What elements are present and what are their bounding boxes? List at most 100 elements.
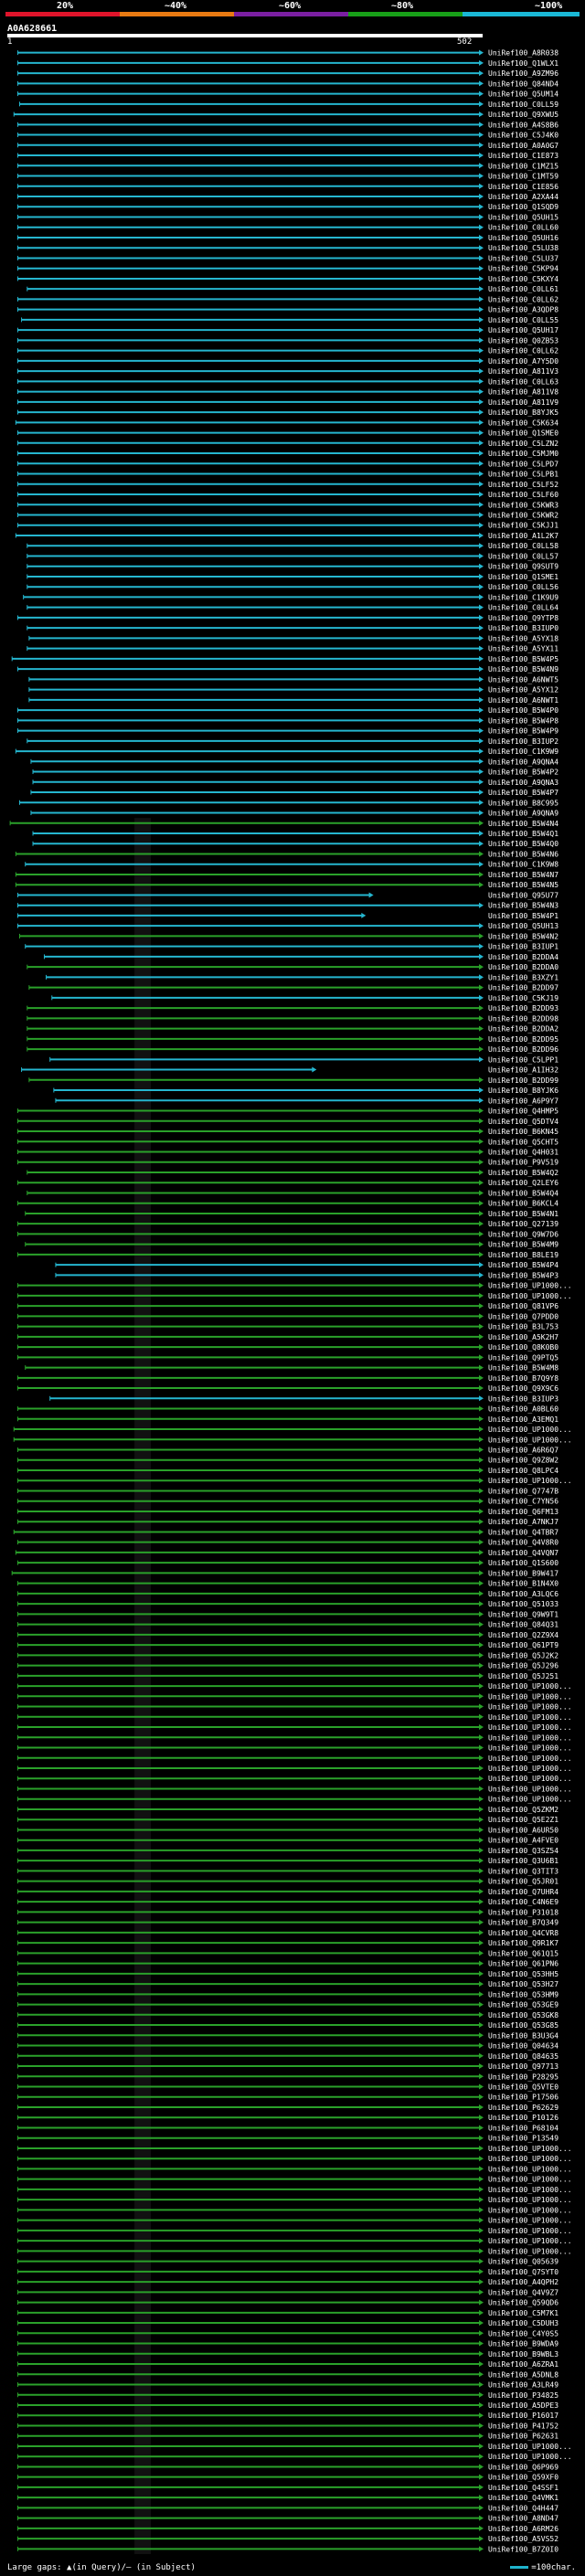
hit-label[interactable]: UniRef100_P62631 (488, 2433, 558, 2441)
hit-label[interactable]: UniRef100_C0LL59 (488, 101, 558, 109)
hit-label[interactable]: UniRef100_P31018 (488, 1908, 558, 1916)
hit-label[interactable]: UniRef100_B5W4N4 (488, 820, 558, 828)
hit-label[interactable]: UniRef100_C0LL57 (488, 552, 558, 560)
hit-label[interactable]: UniRef100_B5W4P9 (488, 727, 558, 736)
hit-label[interactable]: UniRef100_C1K9W8 (488, 861, 558, 869)
hit-label[interactable]: UniRef100_A4FVE0 (488, 1837, 558, 1845)
hit-label[interactable]: UniRef100_B3IUP1 (488, 943, 558, 951)
hit-label[interactable]: UniRef100_UP1000... (488, 2196, 572, 2204)
hit-label[interactable]: UniRef100_UP1000... (488, 2206, 572, 2214)
hit-label[interactable]: UniRef100_Q4H447 (488, 2504, 558, 2512)
hit-label[interactable]: UniRef100_A8ND47 (488, 2515, 558, 2523)
hit-label[interactable]: UniRef100_Q4V9Z7 (488, 2288, 558, 2296)
hit-label[interactable]: UniRef100_B5W4N2 (488, 932, 558, 940)
hit-label[interactable]: UniRef100_B7Q9Y8 (488, 1374, 558, 1383)
hit-label[interactable]: UniRef100_UP1000... (488, 1426, 572, 1434)
hit-label[interactable]: UniRef100_Q1SME0 (488, 429, 558, 438)
hit-label[interactable]: UniRef100_A8R038 (488, 49, 558, 58)
hit-label[interactable]: UniRef100_B1N4X0 (488, 1580, 558, 1588)
hit-label[interactable]: UniRef100_P68104 (488, 2124, 558, 2132)
hit-label[interactable]: UniRef100_C5K634 (488, 419, 558, 427)
hit-label[interactable]: UniRef100_B3IUP2 (488, 737, 558, 746)
hit-label[interactable]: UniRef100_Q5ZKM2 (488, 1806, 558, 1814)
hit-label[interactable]: UniRef100_B3XZY1 (488, 973, 558, 981)
hit-label[interactable]: UniRef100_A5DPE3 (488, 2401, 558, 2410)
hit-label[interactable]: UniRef100_C0LL62 (488, 295, 558, 303)
hit-label[interactable]: UniRef100_UP1000... (488, 1785, 572, 1793)
hit-label[interactable]: UniRef100_A6UR50 (488, 1826, 558, 1834)
hit-label[interactable]: UniRef100_C5DUH3 (488, 2319, 558, 2327)
hit-label[interactable]: UniRef100_C5LPP1 (488, 1055, 558, 1064)
hit-label[interactable]: UniRef100_UP1000... (488, 2176, 572, 2184)
hit-label[interactable]: UniRef100_B3L753 (488, 1323, 558, 1331)
hit-label[interactable]: UniRef100_Q9YTP8 (488, 614, 558, 622)
hit-label[interactable]: UniRef100_B5W4P8 (488, 716, 558, 725)
hit-label[interactable]: UniRef100_C1E873 (488, 152, 558, 160)
hit-label[interactable]: UniRef100_Q7SYT0 (488, 2268, 558, 2276)
hit-label[interactable]: UniRef100_Q5VTE0 (488, 2083, 558, 2091)
hit-label[interactable]: UniRef100_C5LPB1 (488, 471, 558, 479)
hit-label[interactable]: UniRef100_A9ZM96 (488, 69, 558, 78)
hit-label[interactable]: UniRef100_Q1S600 (488, 1559, 558, 1567)
hit-label[interactable]: UniRef100_C0LL64 (488, 604, 558, 612)
hit-label[interactable]: UniRef100_Q9SUT9 (488, 563, 558, 571)
hit-label[interactable]: UniRef100_Q84ND4 (488, 80, 558, 88)
hit-label[interactable]: UniRef100_C1K9W9 (488, 747, 558, 756)
hit-label[interactable]: UniRef100_A7NKJ7 (488, 1518, 558, 1526)
hit-label[interactable]: UniRef100_B5W4N1 (488, 1210, 558, 1218)
hit-label[interactable]: UniRef100_Q8LPC4 (488, 1467, 558, 1475)
hit-label[interactable]: UniRef100_C0LL62 (488, 347, 558, 355)
hit-label[interactable]: UniRef100_UP1000... (488, 2145, 572, 2153)
hit-label[interactable]: UniRef100_A811V9 (488, 398, 558, 407)
hit-label[interactable]: UniRef100_Q9W9T1 (488, 1610, 558, 1618)
hit-label[interactable]: UniRef100_A6P9Y7 (488, 1097, 558, 1105)
hit-label[interactable]: UniRef100_Q6FM13 (488, 1508, 558, 1516)
hit-label[interactable]: UniRef100_P9V519 (488, 1159, 558, 1167)
hit-label[interactable]: UniRef100_A9QNA3 (488, 779, 558, 787)
hit-label[interactable]: UniRef100_C1K9U9 (488, 593, 558, 601)
hit-label[interactable]: UniRef100_B5W4P5 (488, 655, 558, 663)
hit-label[interactable]: UniRef100_Q5DTV4 (488, 1118, 558, 1126)
hit-label[interactable]: UniRef100_Q53HH5 (488, 1970, 558, 1978)
hit-label[interactable]: UniRef100_P17506 (488, 2094, 558, 2102)
hit-label[interactable]: UniRef100_Q5CHT5 (488, 1138, 558, 1146)
hit-label[interactable]: UniRef100_A5DNL8 (488, 2370, 558, 2379)
hit-label[interactable]: UniRef100_B9W417 (488, 1569, 558, 1577)
hit-label[interactable]: UniRef100_B5W4P1 (488, 912, 558, 920)
hit-label[interactable]: UniRef100_C5LU38 (488, 244, 558, 252)
hit-label[interactable]: UniRef100_C5M7K1 (488, 2309, 558, 2317)
hit-label[interactable]: UniRef100_UP1000... (488, 1436, 572, 1444)
hit-label[interactable]: UniRef100_C5J4K0 (488, 132, 558, 140)
hit-label[interactable]: UniRef100_C7YN56 (488, 1498, 558, 1506)
hit-label[interactable]: UniRef100_Q4TBR7 (488, 1528, 558, 1536)
hit-label[interactable]: UniRef100_B3U3G4 (488, 2031, 558, 2040)
hit-label[interactable]: UniRef100_Q9X9C6 (488, 1384, 558, 1393)
hit-label[interactable]: UniRef100_B3IUP0 (488, 624, 558, 632)
hit-label[interactable]: UniRef100_B5W4N6 (488, 850, 558, 858)
hit-label[interactable]: UniRef100_C5LPD7 (488, 460, 558, 468)
hit-label[interactable]: UniRef100_Q5UM14 (488, 90, 558, 99)
hit-label[interactable]: UniRef100_Q8K0B0 (488, 1343, 558, 1352)
hit-label[interactable]: UniRef100_UP1000... (488, 2217, 572, 2225)
hit-label[interactable]: UniRef100_Q95U77 (488, 891, 558, 899)
hit-label[interactable]: UniRef100_Q5JR01 (488, 1878, 558, 1886)
hit-label[interactable]: UniRef100_B2DDA2 (488, 1025, 558, 1034)
hit-label[interactable]: UniRef100_B8YJK5 (488, 408, 558, 417)
hit-label[interactable]: UniRef100_A6NWT5 (488, 675, 558, 684)
hit-label[interactable]: UniRef100_Q53GE9 (488, 2001, 558, 2009)
hit-label[interactable]: UniRef100_C5KXY4 (488, 275, 558, 283)
hit-label[interactable]: UniRef100_Q05639 (488, 2258, 558, 2266)
hit-label[interactable]: UniRef100_C5KWR3 (488, 501, 558, 509)
hit-label[interactable]: UniRef100_B2DDA4 (488, 953, 558, 961)
hit-label[interactable]: UniRef100_B5W4N5 (488, 881, 558, 889)
hit-label[interactable]: UniRef100_UP1000... (488, 1703, 572, 1712)
hit-label[interactable]: UniRef100_UP1000... (488, 1775, 572, 1783)
hit-label[interactable]: UniRef100_C4N6E9 (488, 1898, 558, 1906)
hit-label[interactable]: UniRef100_Q4VMK1 (488, 2494, 558, 2502)
hit-label[interactable]: UniRef100_UP1000... (488, 1733, 572, 1742)
hit-label[interactable]: UniRef100_Q7PDD0 (488, 1312, 558, 1320)
hit-label[interactable]: UniRef100_C5LF60 (488, 491, 558, 499)
hit-label[interactable]: UniRef100_Q59QD6 (488, 2299, 558, 2307)
hit-label[interactable]: UniRef100_C5KJJ1 (488, 522, 558, 530)
hit-label[interactable]: UniRef100_A5VS52 (488, 2535, 558, 2543)
